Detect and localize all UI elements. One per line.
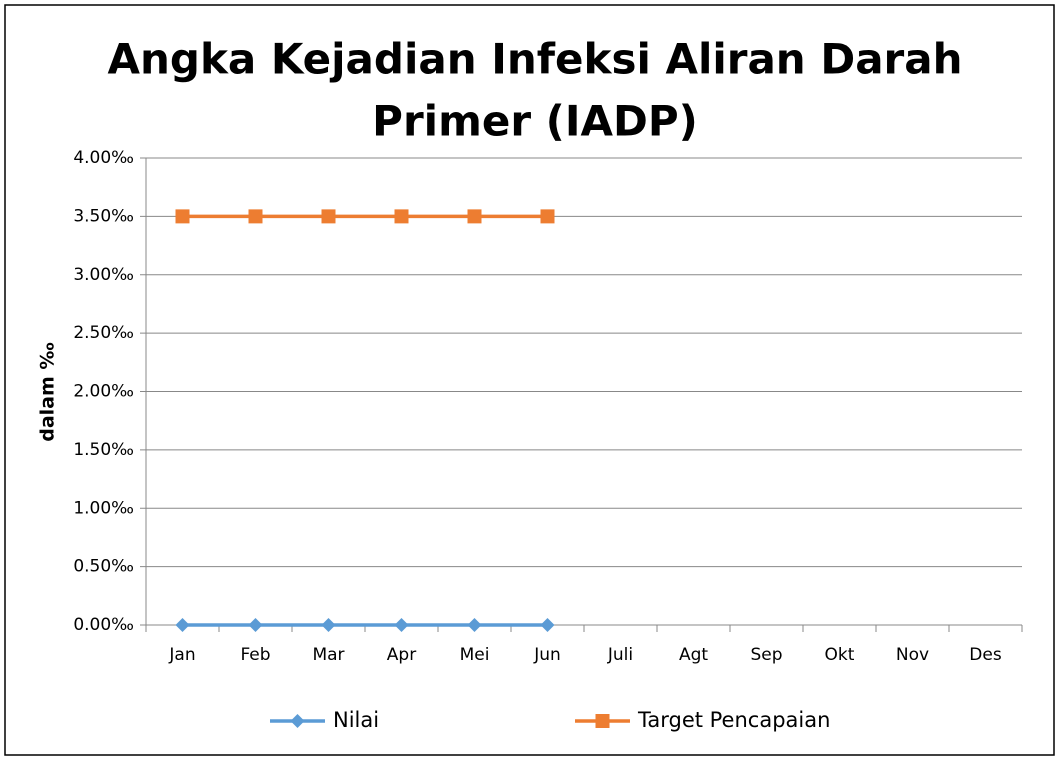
x-tick-label: Feb [240,645,270,665]
x-tick-label: Okt [825,645,855,665]
x-tick-label: Nov [896,645,929,665]
legend-label: Target Pencapaian [637,708,830,732]
data-point [394,618,409,632]
legend-marker [595,714,610,728]
x-tick-label: Mei [460,645,490,665]
y-axis-label: dalam ‰ [37,342,59,442]
x-tick-label: Des [969,645,1002,665]
data-point [540,209,555,224]
x-tick-label: Juli [607,645,633,665]
data-point [248,209,263,224]
x-tick-label: Sep [750,645,782,665]
y-tick-label: 2.00‰ [73,382,134,402]
data-point [175,618,190,632]
y-tick-label: 3.00‰ [73,265,134,285]
data-point [175,209,190,224]
x-tick-label: Jun [533,645,561,665]
data-point [540,618,555,632]
y-tick-label: 1.00‰ [73,498,134,518]
x-tick-label: Apr [387,645,416,665]
x-tick-label: Mar [312,645,344,665]
y-tick-label: 2.50‰ [73,323,134,343]
x-tick-label: Agt [679,645,708,665]
chart-title: Angka Kejadian Infeksi Aliran Darah [108,35,963,84]
data-point [321,618,336,632]
legend-label: Nilai [333,708,379,732]
y-tick-label: 3.50‰ [73,206,134,226]
chart-border [4,4,1055,756]
data-point [248,618,263,632]
y-tick-label: 4.00‰ [73,148,134,168]
legend-marker [290,714,305,728]
data-point [467,209,482,224]
y-tick-label: 1.50‰ [73,440,134,460]
data-point [321,209,336,224]
chart-title: Primer (IADP) [372,97,698,146]
data-point [467,618,482,632]
y-tick-label: 0.50‰ [73,557,134,577]
data-point [394,209,409,224]
y-tick-label: 0.00‰ [73,615,134,635]
x-tick-label: Jan [168,645,195,665]
